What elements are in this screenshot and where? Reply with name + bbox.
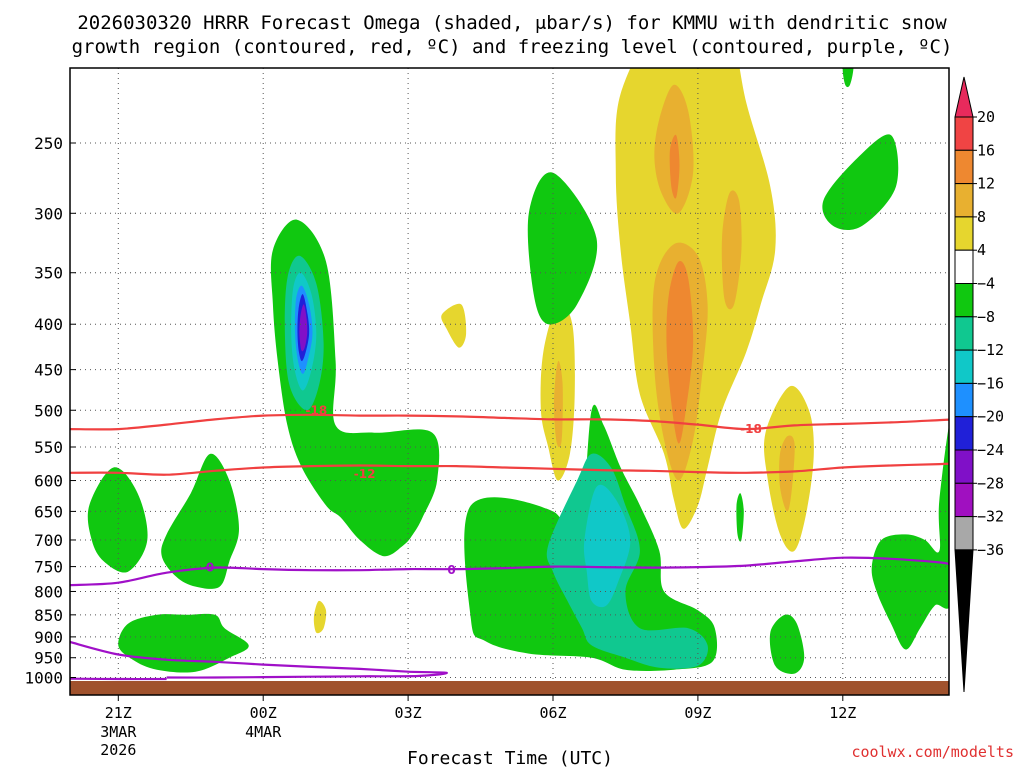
omega-region-gold-05z: [553, 360, 563, 448]
colorbar-tick-label: −16: [977, 374, 1004, 392]
colorbar-tick-label: −28: [977, 474, 1004, 492]
omega-region-orange-upper-08z: [669, 134, 680, 199]
colorbar-tick-label: 12: [977, 175, 995, 193]
omega-region-green-right-12z: [871, 424, 949, 650]
omega-region-green-left-2230z: [161, 453, 239, 589]
x-tick-sublabel: 3MAR: [100, 723, 137, 741]
omega-region-green-blob-1045z: [769, 614, 805, 674]
contour-label-dgz-minus12: -12: [354, 467, 376, 481]
colorbar-bin: [954, 416, 974, 451]
y-tick-label: 300: [34, 204, 63, 223]
colorbar-bin: [954, 316, 974, 351]
ground-band: [70, 681, 949, 695]
colorbar-tick-label: −24: [977, 441, 1004, 459]
colorbar-bin: [954, 149, 974, 185]
y-tick-label: 750: [34, 558, 63, 577]
chart-title-line2: growth region (contoured, red, ºC) and f…: [72, 36, 953, 58]
plot-border: [69, 67, 950, 696]
colorbar-tick-label: −20: [977, 408, 1004, 426]
x-tick-label: 06Z: [539, 704, 566, 722]
y-tick-label: 700: [34, 531, 63, 550]
chart-title-line1: 2026030320 HRRR Forecast Omega (shaded, …: [77, 12, 947, 34]
contour-dgz-minus12: [70, 462, 949, 476]
omega-region-green-blob-0530z: [527, 172, 598, 325]
colorbar-tick-label: −32: [977, 508, 1004, 526]
colorbar-tick-label: −8: [977, 308, 995, 326]
colorbar-bin: [954, 449, 974, 484]
colorbar-bin: [954, 349, 974, 384]
x-tick-label: 00Z: [250, 704, 277, 722]
colorbar-bin: [954, 116, 974, 151]
contour-freezing-zero: [70, 556, 949, 587]
x-tick-label: 09Z: [684, 704, 711, 722]
y-tick-label: 650: [34, 502, 63, 521]
colorbar-bin: [954, 249, 974, 284]
omega-region-green-blob-1130z: [822, 134, 899, 231]
colorbar-tick-label: −4: [977, 275, 995, 293]
omega-region-orange-mid-08z: [666, 260, 694, 444]
omega-region-green-blob-0930z: [736, 493, 744, 542]
x-tick-sublabel: 2026: [100, 741, 136, 759]
omega-region-gold-upper-09z: [721, 190, 742, 310]
colorbar-bin: [954, 482, 974, 518]
y-tick-label: 400: [34, 315, 63, 334]
x-tick-label: 12Z: [829, 704, 856, 722]
y-tick-label: 1000: [24, 669, 63, 688]
y-tick-label: 600: [34, 472, 63, 491]
colorbar-tick-label: 4: [977, 241, 986, 259]
colorbar-tick-label: 20: [977, 108, 995, 126]
omega-region-yellow-blob-00z: [313, 600, 327, 634]
omega-region-yellow-blob-01z: [441, 303, 467, 348]
colorbar-bin: [954, 183, 974, 218]
omega-region-gold-11z: [779, 435, 795, 512]
x-tick-label: 03Z: [395, 704, 422, 722]
contour-dgz-minus18: [70, 413, 949, 431]
x-tick-sublabel: 4MAR: [245, 723, 282, 741]
x-axis-label: Forecast Time (UTC): [407, 748, 613, 768]
contour-label-freezing-zero: 0: [206, 561, 214, 575]
colorbar-tick-label: 8: [977, 208, 986, 226]
y-axis: 250 300 350 400 450 500 550 600 650 700 750 800 850 9…: [24, 134, 76, 688]
contour-label-dgz-minus18: -18: [740, 422, 762, 436]
colorbar-bin: [954, 382, 974, 418]
y-tick-label: 500: [34, 401, 63, 420]
omega-region-cyan-06z: [583, 484, 631, 608]
omega-shading: [87, 68, 949, 674]
colorbar-tick-label: −36: [977, 541, 1004, 559]
y-tick-label: 250: [34, 134, 63, 153]
y-tick-label: 550: [34, 438, 63, 457]
contour-freezing-lower: [70, 640, 448, 679]
colorbar-bin: [954, 283, 974, 318]
colorbar-bottom-arrow: [954, 549, 974, 693]
y-tick-label: 450: [34, 361, 63, 380]
omega-region-teal-06z: [546, 453, 708, 669]
contour-label-freezing-zero: 0: [447, 563, 455, 577]
contours: -18 -18 -12 0 0: [70, 403, 949, 681]
colorbar-tick-label: −12: [977, 341, 1004, 359]
y-tick-label: 900: [34, 628, 63, 647]
colorbar-bin: [954, 216, 974, 251]
y-tick-label: 350: [34, 264, 63, 283]
contour-label-dgz-minus18: -18: [305, 403, 327, 417]
credit-link[interactable]: coolwx.com/modelts: [851, 743, 1014, 761]
x-tick-label: 21Z: [105, 704, 132, 722]
omega-region-green-blob-top-12z: [842, 68, 854, 88]
colorbar-tick-label: 16: [977, 141, 995, 159]
y-tick-label: 800: [34, 582, 63, 601]
omega-region-purple-column-01z: [299, 304, 308, 352]
grid: [70, 68, 949, 681]
y-tick-label: 950: [34, 649, 63, 668]
omega-region-green-left-21z: [87, 467, 148, 573]
colorbar: 20 16 12 8 4 −4 −8 −12 −16 −20 −24 −28 −32 −36: [954, 76, 1004, 693]
y-tick-label: 850: [34, 606, 63, 625]
colorbar-bin: [954, 516, 974, 551]
